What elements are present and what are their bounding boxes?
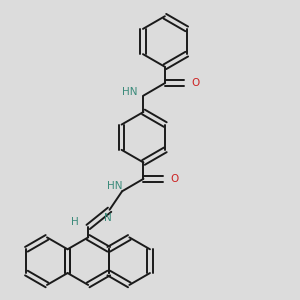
Text: O: O: [170, 174, 178, 184]
Text: HN: HN: [107, 181, 122, 191]
Text: O: O: [191, 78, 200, 88]
Text: H: H: [71, 217, 79, 226]
Text: N: N: [104, 213, 112, 223]
Text: HN: HN: [122, 87, 138, 97]
